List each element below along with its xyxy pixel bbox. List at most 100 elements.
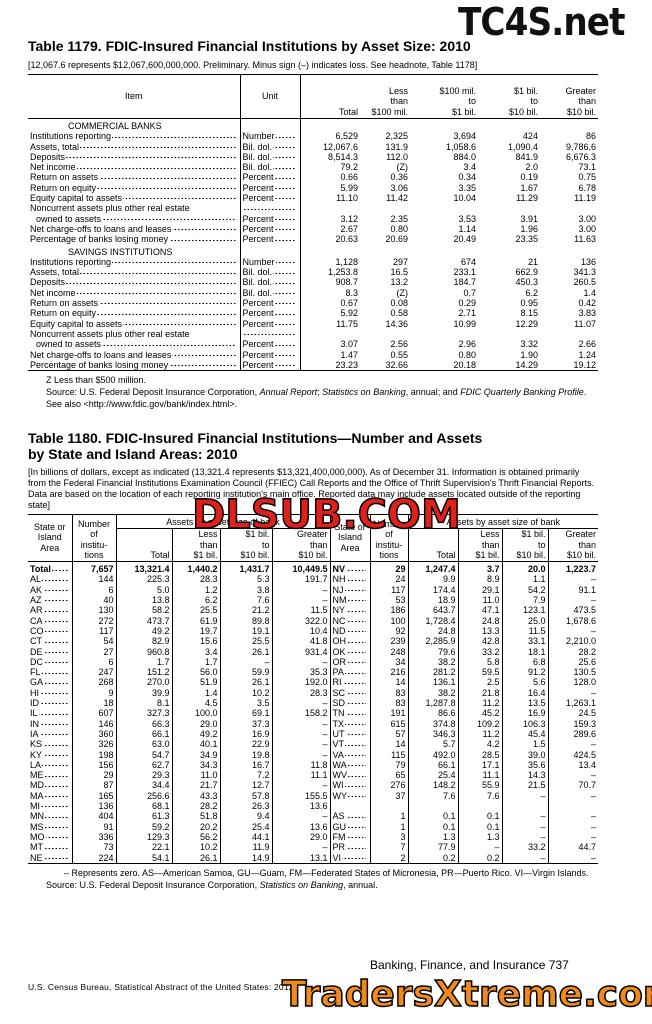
empty-cell <box>239 244 300 257</box>
value-cell: 11.10 <box>299 193 360 204</box>
value-cell: 1,247.4 <box>407 561 458 575</box>
value-cell: 248 <box>369 646 408 657</box>
data-row: AR 130 58.2 25.5 21.2 11.5 NY 186 643.7 47.1 123.1… <box>28 605 598 616</box>
value-cell: 89.8 <box>219 615 272 626</box>
state-cell: ID <box>28 698 72 709</box>
value-cell: 26.3 <box>219 801 272 812</box>
state: KY <box>30 749 44 760</box>
value-cell: 297 <box>392 256 408 267</box>
state-cell: CO <box>28 625 72 637</box>
header-line: Total <box>338 106 358 117</box>
column-header: Unit <box>239 74 300 119</box>
state-cell: ME <box>28 770 72 781</box>
state-cell: PA <box>329 667 370 678</box>
state: SD <box>332 698 347 709</box>
state-cell: CT <box>28 636 72 647</box>
header-line: $10 bil. <box>516 549 546 560</box>
note-text: FDIC Quarterly Banking Profile <box>460 387 584 398</box>
value-cell: 130 <box>71 605 116 616</box>
value-cell: 3.83 <box>578 308 596 319</box>
value-cell: 91.2 <box>501 667 548 678</box>
value-cell: 34.4 <box>115 780 172 791</box>
state: PA <box>332 667 345 678</box>
value-cell: 327.3 <box>115 708 172 719</box>
value-cell: 19.12 <box>573 359 596 370</box>
value-cell: 54.1 <box>115 852 172 864</box>
section-cell: COMMERCIAL BANKS <box>68 121 162 131</box>
value-cell: – <box>271 811 330 822</box>
state: UT <box>332 728 346 739</box>
data-row: CA 272 473.7 61.9 89.8 322.0 NC 100 1,728.4 24.8 2… <box>28 615 598 626</box>
value-cell: 37.3 <box>219 718 272 729</box>
unit-cell <box>239 203 300 214</box>
value-cell: 8.3 <box>299 287 360 299</box>
value-cell: 13.6 <box>271 821 330 832</box>
value-cell: 5.99 <box>299 182 360 194</box>
value-cell: 10.2 <box>171 842 220 853</box>
data-row: MO 336 129.3 56.2 44.1 29.0 FM 3 1.3 1.3– – <box>28 831 598 843</box>
value-cell: 28.5 <box>457 749 502 760</box>
value-cell: 16.9 <box>219 728 272 740</box>
value-cell: 884.0 <box>453 151 476 162</box>
state-cell: NV <box>329 561 370 575</box>
value-cell: 61.3 <box>115 811 172 822</box>
row-label: Net income <box>30 162 77 173</box>
state-cell: VT <box>329 739 370 750</box>
row-label-cell: Deposits <box>28 151 240 163</box>
value-cell: 21.2 <box>219 605 272 616</box>
value-cell: 11.9 <box>219 842 272 853</box>
row-label-cell: Assets, total <box>28 267 240 278</box>
state: CO <box>30 625 45 636</box>
value-cell: 11.2 <box>457 728 502 740</box>
value-cell: 159.3 <box>547 718 598 729</box>
unit: Percent <box>242 339 275 350</box>
unit: Bil. dol. <box>242 162 274 173</box>
header-row: State or Island Area Number of institu-tions A… <box>28 514 598 562</box>
value-cell: 11.1 <box>271 770 330 781</box>
value-cell: 44.7 <box>547 842 598 853</box>
data-row: Assets, total Bil. dol. 1,253.8 16.5 233.1 66… <box>28 267 598 278</box>
value-cell: 66.1 <box>115 728 172 740</box>
state: NY <box>332 605 347 616</box>
row-label: Net charge-offs to loans and leases <box>30 349 173 360</box>
row-label: Deposits <box>30 151 67 162</box>
value-cell: 32.66 <box>385 359 408 370</box>
note: Z Less than $500 million. <box>46 374 598 386</box>
state: OR <box>332 656 347 667</box>
value-cell: 38.2 <box>407 656 458 668</box>
header-line: $10 bil. <box>240 549 270 560</box>
row-label: Institutions reporting <box>30 131 113 142</box>
column-header: State or Island Area <box>329 514 370 562</box>
state-cell: MA <box>28 790 72 802</box>
value-cell: 1.4 <box>583 287 596 298</box>
value-cell: 0.34 <box>458 172 476 183</box>
unit-cell: Percent <box>239 172 300 183</box>
value-cell: 2.96 <box>458 339 476 350</box>
value-cell: 13.5 <box>501 698 548 709</box>
value-cell: 1.1 <box>501 574 548 585</box>
value-cell <box>299 203 360 214</box>
value-cell: 473.7 <box>115 615 172 626</box>
state-cell: WV <box>329 770 370 781</box>
state: GU <box>332 821 347 832</box>
header-line: Greater <box>565 86 596 97</box>
value-cell: 7.6 <box>219 595 272 606</box>
header-line: $1 bil. <box>513 86 538 97</box>
value-cell: 9.4 <box>219 811 272 822</box>
value-cell: 41.8 <box>271 636 330 647</box>
column-header: State or Island Area <box>28 515 72 562</box>
value-cell: 20.69 <box>385 234 408 245</box>
value-cell: 492.0 <box>407 749 458 760</box>
row-label-cell: owned to assets <box>28 339 240 350</box>
value-cell: 73 <box>71 842 116 853</box>
value-cell: 25.5 <box>219 636 272 647</box>
data-row: Institutions reporting Number 1,128 297 674 2… <box>28 256 598 268</box>
header-line: Less <box>480 529 500 540</box>
value-cell: 26.1 <box>219 677 272 688</box>
value-cell: 276 <box>369 780 408 791</box>
value-cell: 1.7 <box>171 656 220 668</box>
value-cell <box>478 203 540 213</box>
value-cell: 69.1 <box>219 708 272 719</box>
state: NC <box>332 615 347 626</box>
value-cell: 10.2 <box>219 687 272 699</box>
